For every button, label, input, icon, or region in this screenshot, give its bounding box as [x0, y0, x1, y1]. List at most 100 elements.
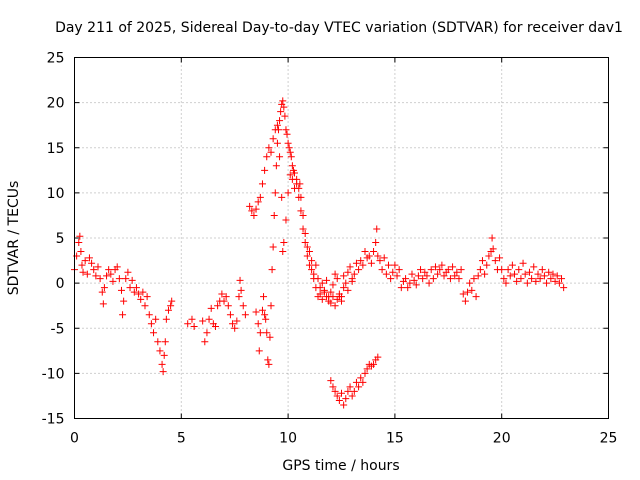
data-point: [98, 288, 106, 296]
data-point: [103, 272, 111, 280]
data-point: [434, 270, 442, 278]
data-point: [280, 239, 288, 247]
data-point: [262, 315, 270, 323]
data-point: [229, 320, 237, 328]
data-point: [348, 392, 356, 400]
data-point: [515, 266, 523, 274]
data-point: [384, 261, 392, 269]
data-point: [150, 329, 158, 337]
data-point: [346, 383, 354, 391]
data-point: [551, 277, 559, 285]
data-series: [71, 97, 568, 376]
data-point: [211, 322, 219, 330]
data-point: [291, 169, 299, 177]
data-point: [555, 279, 563, 287]
data-point: [404, 284, 412, 292]
x-tick-label: 5: [177, 431, 186, 447]
data-point: [88, 259, 96, 267]
data-point: [410, 276, 418, 284]
data-point: [261, 166, 269, 174]
data-point: [327, 288, 335, 296]
data-point: [276, 117, 284, 125]
data-point: [327, 299, 335, 307]
data-point: [293, 180, 301, 188]
data-point: [285, 144, 293, 152]
data-point: [283, 130, 291, 138]
data-point: [252, 308, 260, 316]
data-point: [359, 261, 367, 269]
data-point: [288, 175, 296, 183]
data-point: [277, 108, 285, 116]
data-point: [79, 268, 87, 276]
data-point: [340, 401, 348, 409]
data-point: [147, 320, 155, 328]
chart-title: Day 211 of 2025, Sidereal Day-to-day VTE…: [55, 20, 623, 36]
axis-ticks: 0 5 10 15 20 25 -15 -10 -5 0 5 10 15 20 25: [42, 51, 618, 447]
data-point: [272, 162, 280, 170]
data-point: [135, 290, 143, 298]
data-point: [250, 211, 258, 219]
data-point: [286, 148, 294, 156]
data-point: [273, 139, 281, 147]
data-point: [483, 261, 491, 269]
data-point: [81, 257, 89, 265]
data-point: [291, 184, 299, 192]
data-point: [264, 356, 272, 364]
data-point: [316, 290, 324, 298]
data-point: [374, 252, 382, 260]
data-point: [391, 261, 399, 269]
data-point: [504, 266, 512, 274]
data-point: [92, 272, 100, 280]
y-tick-label: 20: [47, 96, 65, 112]
data-point: [370, 248, 378, 256]
data-point: [335, 396, 343, 404]
data-point: [340, 284, 348, 292]
data-points: [71, 97, 568, 409]
data-point: [340, 272, 348, 280]
data-point: [408, 270, 416, 278]
data-point: [491, 257, 499, 265]
data-point: [301, 239, 309, 247]
data-point: [278, 193, 286, 201]
data-point: [312, 284, 320, 292]
data-point: [532, 277, 540, 285]
data-point: [301, 229, 309, 237]
data-point: [472, 293, 480, 301]
data-point: [239, 302, 247, 310]
y-tick-label: 5: [56, 231, 65, 247]
data-point: [455, 275, 463, 283]
data-point: [308, 266, 316, 274]
data-point: [226, 311, 234, 319]
data-point: [363, 365, 371, 373]
data-point: [342, 395, 350, 403]
data-point: [350, 270, 358, 278]
data-point: [128, 276, 136, 284]
data-point: [344, 268, 352, 276]
data-point: [137, 295, 145, 303]
data-point: [421, 268, 429, 276]
data-point: [508, 261, 516, 269]
data-point: [370, 360, 378, 368]
data-point: [117, 286, 125, 294]
x-tick-label: 0: [70, 431, 79, 447]
data-point: [367, 259, 375, 267]
data-point: [468, 286, 476, 294]
data-point: [359, 378, 367, 386]
data-point: [530, 263, 538, 271]
data-point: [162, 315, 170, 323]
data-point: [506, 272, 514, 280]
data-point: [263, 153, 271, 161]
data-point: [329, 293, 337, 301]
data-point: [352, 259, 360, 267]
data-series: [246, 121, 356, 310]
x-axis-label: GPS time / hours: [282, 458, 399, 474]
data-point: [188, 315, 196, 323]
data-point: [120, 297, 128, 305]
data-point: [380, 254, 388, 262]
data-point: [485, 252, 493, 260]
data-point: [318, 279, 326, 287]
data-point: [190, 322, 198, 330]
data-point: [528, 275, 536, 283]
x-tick-label: 25: [600, 431, 618, 447]
x-tick-label: 20: [493, 431, 511, 447]
